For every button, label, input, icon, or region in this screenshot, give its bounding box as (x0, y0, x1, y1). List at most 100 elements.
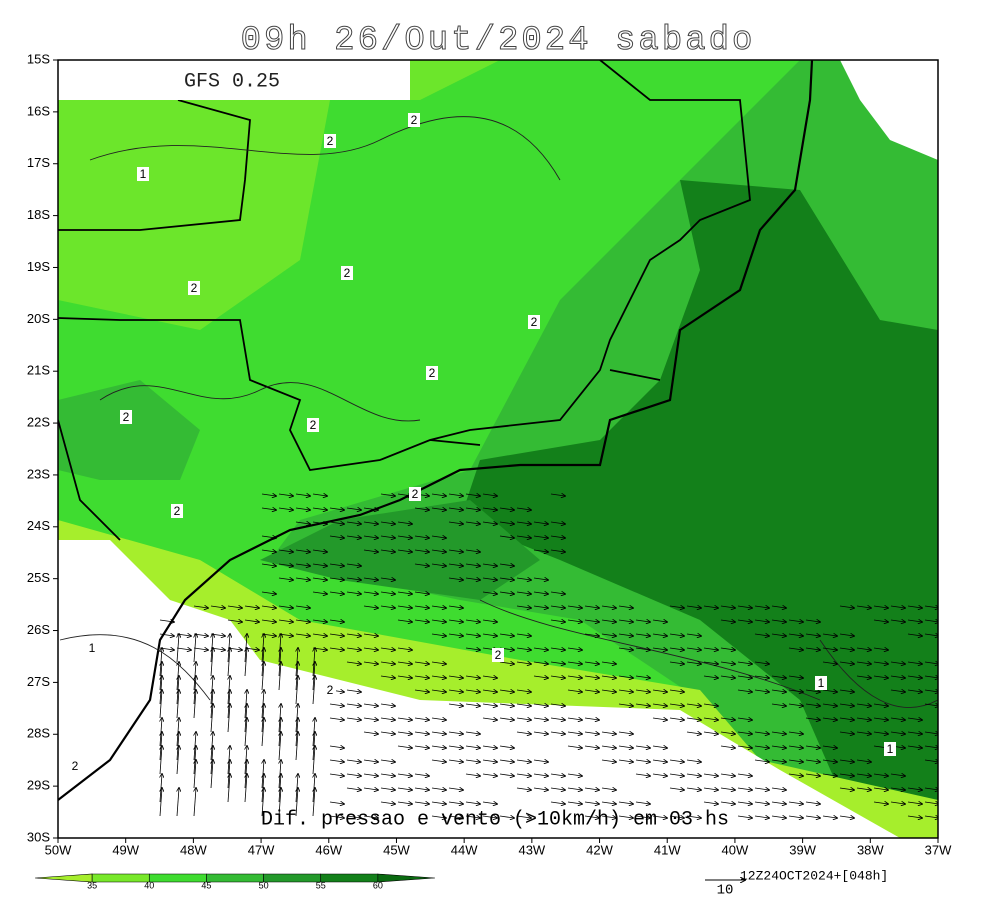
wind-vector (907, 802, 922, 804)
wind-vector (601, 746, 616, 748)
wind-vector (499, 662, 514, 664)
wind-vector (805, 816, 820, 818)
wind-vector (261, 592, 276, 594)
lon-label: 43W (518, 842, 545, 857)
wind-vector (261, 536, 276, 538)
wind-vector (160, 788, 162, 817)
wind-vector (686, 634, 701, 636)
wind-vector (567, 662, 582, 664)
wind-vector (584, 606, 599, 608)
wind-vector (805, 690, 820, 692)
wind-vector (346, 522, 361, 524)
contour-label: 2 (344, 266, 351, 280)
wind-vector (363, 760, 378, 762)
wind-vector (822, 634, 837, 636)
wind-vector (380, 522, 395, 524)
wind-vector (177, 788, 179, 817)
wind-vector (567, 620, 582, 622)
wind-vector (380, 578, 395, 580)
wind-vector (431, 508, 446, 510)
wind-vector (516, 732, 531, 734)
wind-vector (584, 732, 599, 734)
wind-vector (907, 690, 922, 692)
wind-vector (907, 662, 922, 664)
wind-vector (533, 578, 548, 580)
wind-vector (567, 732, 582, 734)
wind-vector (550, 718, 565, 720)
wind-vector (448, 704, 463, 706)
wind-vector (465, 634, 480, 636)
wind-vector (380, 536, 395, 538)
wind-vector (669, 760, 684, 762)
wind-vector (346, 564, 361, 566)
wind-vector (601, 606, 616, 608)
wind-vector (516, 704, 531, 706)
wind-vector (788, 704, 803, 706)
wind-vector (533, 760, 548, 762)
wind-vector (890, 606, 905, 608)
wind-vector (550, 522, 565, 524)
wind-vector (601, 802, 616, 804)
wind-vector (397, 802, 412, 804)
wind-vector (635, 774, 650, 776)
map-frame (57, 59, 939, 839)
wind-vector (448, 522, 463, 524)
contour-label: 1 (140, 167, 147, 181)
colorbar-segment (320, 873, 379, 883)
wind-vector (635, 676, 650, 678)
wind-vector (499, 816, 514, 818)
wind-vector (499, 536, 514, 538)
wind-vector (754, 760, 769, 762)
wind-vector (635, 690, 650, 692)
wind-vector (788, 620, 803, 622)
colorbar-segment (91, 873, 150, 883)
wind-vector (363, 732, 378, 734)
wind-vector (533, 550, 548, 552)
wind-vector (482, 564, 497, 566)
wind-vector (295, 620, 310, 622)
wind-vector (431, 746, 446, 748)
wind-vector (839, 606, 854, 608)
wind-vector (160, 746, 162, 775)
wind-vector (550, 494, 565, 496)
lat-label: 19S (27, 259, 50, 274)
lat-label: 22S (27, 415, 50, 430)
wind-vector (635, 802, 650, 804)
lon-label: 48W (180, 842, 207, 857)
wind-vector (771, 690, 786, 692)
wind-vector (635, 634, 650, 636)
wind-vector (414, 564, 429, 566)
wind-vector (737, 774, 752, 776)
wind-vector (296, 676, 298, 705)
wind-vector (584, 746, 599, 748)
wind-vector (261, 508, 276, 510)
wind-vector (380, 606, 395, 608)
wind-vector (890, 732, 905, 734)
wind-vector (414, 690, 429, 692)
wind-vector (397, 746, 412, 748)
wind-vector (822, 704, 837, 706)
contour-label-box (409, 487, 421, 501)
wind-vector (890, 774, 905, 776)
contour-label: 2 (412, 487, 419, 501)
wind-vector (669, 816, 684, 818)
map-field (58, 60, 938, 838)
wind-vector (890, 718, 905, 720)
wind-vector (465, 802, 480, 804)
wind-vector (737, 690, 752, 692)
wind-vector (312, 564, 327, 566)
wind-vector (754, 816, 769, 818)
wind-vector (703, 788, 718, 790)
wind-vector (601, 788, 616, 790)
contour-label-box (86, 641, 98, 655)
wind-vector (431, 718, 446, 720)
field-mid2 (58, 380, 200, 480)
wind-vector (245, 774, 247, 803)
wind-vector (414, 592, 429, 594)
wind-vector (244, 606, 259, 608)
wind-vector (228, 774, 230, 803)
wind-vector (839, 690, 854, 692)
wind-vector (737, 732, 752, 734)
wind-vector (346, 648, 361, 650)
